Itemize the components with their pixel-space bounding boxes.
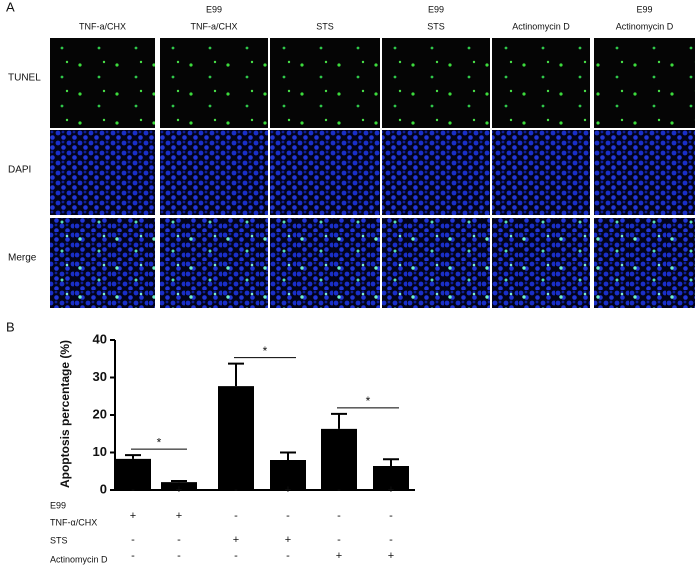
condition-sign: +	[388, 484, 394, 496]
condition-sign: -	[337, 510, 341, 522]
condition-sign: +	[388, 550, 394, 562]
condition-sign: +	[176, 510, 182, 522]
condition-sign: -	[177, 550, 181, 562]
micrograph	[382, 38, 490, 128]
panel-label: B	[6, 319, 15, 334]
panel-label: A	[6, 0, 15, 14]
condition-sign: +	[285, 534, 291, 546]
y-tick-label: 0	[100, 481, 107, 496]
condition-sign: -	[286, 550, 290, 562]
column-header: STS	[316, 21, 334, 31]
micrograph	[492, 38, 590, 128]
condition-sign: -	[131, 534, 135, 546]
column-header: TNF-a/CHX	[191, 21, 238, 31]
condition-sign: -	[234, 550, 238, 562]
column-header: Actinomycin D	[616, 21, 674, 31]
condition-sign: -	[131, 550, 135, 562]
row-label: Merge	[8, 253, 37, 264]
condition-label: STS	[50, 535, 68, 545]
column-header: Actinomycin D	[512, 21, 570, 31]
bar	[161, 482, 197, 490]
column-header: E99	[428, 4, 444, 14]
condition-sign: -	[234, 510, 238, 522]
micrograph	[160, 218, 268, 308]
micrograph	[270, 218, 380, 308]
micrograph	[50, 130, 155, 215]
bar	[115, 458, 151, 490]
significance-label: *	[366, 394, 371, 408]
condition-label: Actinomycin D	[50, 554, 108, 564]
bar	[373, 466, 409, 490]
condition-sign: -	[337, 534, 341, 546]
micrograph	[594, 218, 695, 308]
bar	[270, 460, 306, 490]
micrograph	[160, 130, 268, 215]
micrograph	[382, 130, 490, 215]
y-tick-label: 10	[93, 444, 107, 459]
significance-label: *	[157, 435, 162, 449]
y-tick-label: 40	[93, 331, 107, 346]
condition-sign: -	[337, 484, 341, 496]
bar	[218, 386, 254, 490]
column-header: STS	[427, 21, 445, 31]
column-header: TNF-a/CHX	[79, 21, 126, 31]
y-tick-label: 30	[93, 369, 107, 384]
micrograph	[594, 130, 695, 215]
micrograph	[492, 218, 590, 308]
micrograph	[50, 218, 155, 308]
condition-sign: +	[285, 484, 291, 496]
condition-sign: -	[131, 484, 135, 496]
micrograph	[270, 38, 380, 128]
micrograph	[382, 218, 490, 308]
micrograph	[594, 38, 695, 128]
row-label: TUNEL	[8, 73, 41, 84]
y-axis-label: Apoptosis percentage (%)	[58, 340, 72, 488]
micrograph	[492, 130, 590, 215]
bar	[321, 428, 357, 490]
column-header: E99	[636, 4, 652, 14]
condition-label: E99	[50, 500, 66, 510]
condition-sign: -	[177, 534, 181, 546]
condition-sign: -	[234, 484, 238, 496]
micrograph	[270, 130, 380, 215]
micrograph	[50, 38, 155, 128]
y-tick-label: 20	[93, 406, 107, 421]
condition-sign: -	[389, 534, 393, 546]
condition-sign: +	[233, 534, 239, 546]
condition-label: TNF-α/CHX	[50, 517, 97, 527]
column-header: E99	[206, 4, 222, 14]
condition-sign: +	[176, 484, 182, 496]
micrograph	[160, 38, 268, 128]
condition-sign: -	[286, 510, 290, 522]
condition-sign: -	[389, 510, 393, 522]
significance-label: *	[263, 344, 268, 358]
row-label: DAPI	[8, 165, 31, 176]
condition-sign: +	[130, 510, 136, 522]
condition-sign: +	[336, 550, 342, 562]
